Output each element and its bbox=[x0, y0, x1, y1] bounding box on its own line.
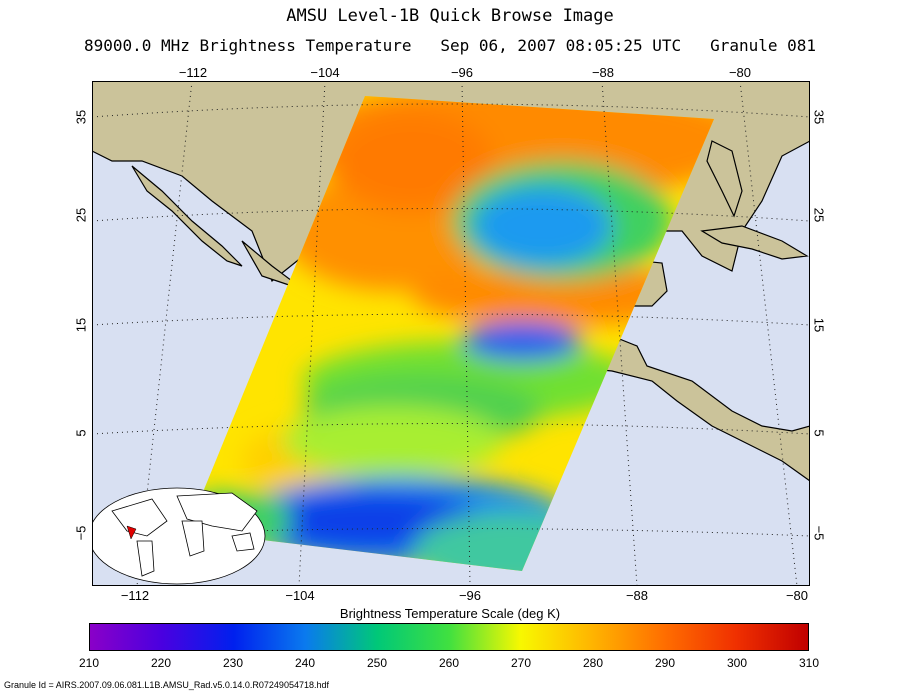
map-panel bbox=[92, 81, 810, 586]
lon-label-top-96: −96 bbox=[450, 65, 474, 80]
lon-label-top-88: −88 bbox=[591, 65, 615, 80]
lon-label-top-112: −112 bbox=[178, 65, 208, 80]
lat-label-right-25: 25 bbox=[811, 207, 827, 223]
lat-label-left-5: 5 bbox=[73, 429, 89, 437]
lat-label-left-35: 35 bbox=[73, 109, 89, 125]
locator-world-map bbox=[92, 487, 266, 585]
lat-label-left-neg5: −5 bbox=[73, 525, 89, 541]
graticule bbox=[92, 81, 810, 586]
lon-label-bottom-80: −80 bbox=[785, 588, 809, 603]
image-subtitle: 89000.0 MHz Brightness Temperature Sep 0… bbox=[83, 36, 817, 55]
lon-label-top-104: −104 bbox=[310, 65, 340, 80]
granule-id: Granule Id = AIRS.2007.09.06.081.L1B.AMS… bbox=[4, 680, 329, 690]
lat-label-left-25: 25 bbox=[73, 207, 89, 223]
lat-label-right-5: 5 bbox=[811, 429, 827, 437]
locator-marker bbox=[126, 525, 137, 540]
scale-title: Brightness Temperature Scale (deg K) bbox=[339, 606, 561, 621]
scale-tick-label: 230 bbox=[222, 656, 244, 670]
lon-label-bottom-112: −112 bbox=[120, 588, 150, 603]
scale-tick-label: 300 bbox=[726, 656, 748, 670]
scale-tick-label: 310 bbox=[798, 656, 820, 670]
lon-label-bottom-104: −104 bbox=[285, 588, 315, 603]
scale-tick-label: 260 bbox=[438, 656, 460, 670]
lat-label-right-neg5: −5 bbox=[811, 525, 827, 541]
scale-tick-label: 290 bbox=[654, 656, 676, 670]
lat-label-right-15: 15 bbox=[811, 317, 827, 333]
scale-tick-label: 250 bbox=[366, 656, 388, 670]
lon-label-bottom-88: −88 bbox=[625, 588, 649, 603]
scale-tick-label: 240 bbox=[294, 656, 316, 670]
scale-tick-label: 280 bbox=[582, 656, 604, 670]
scale-tick-label: 270 bbox=[510, 656, 532, 670]
image-title: AMSU Level-1B Quick Browse Image bbox=[286, 6, 614, 26]
scale-tick-label: 220 bbox=[150, 656, 172, 670]
lon-label-top-80: −80 bbox=[728, 65, 752, 80]
scale-tick-label: 210 bbox=[78, 656, 100, 670]
lon-label-bottom-96: −96 bbox=[458, 588, 482, 603]
lat-label-right-35: 35 bbox=[811, 109, 827, 125]
lat-label-left-15: 15 bbox=[73, 317, 89, 333]
map-frame bbox=[92, 81, 810, 586]
color-scale-bar bbox=[89, 623, 809, 651]
